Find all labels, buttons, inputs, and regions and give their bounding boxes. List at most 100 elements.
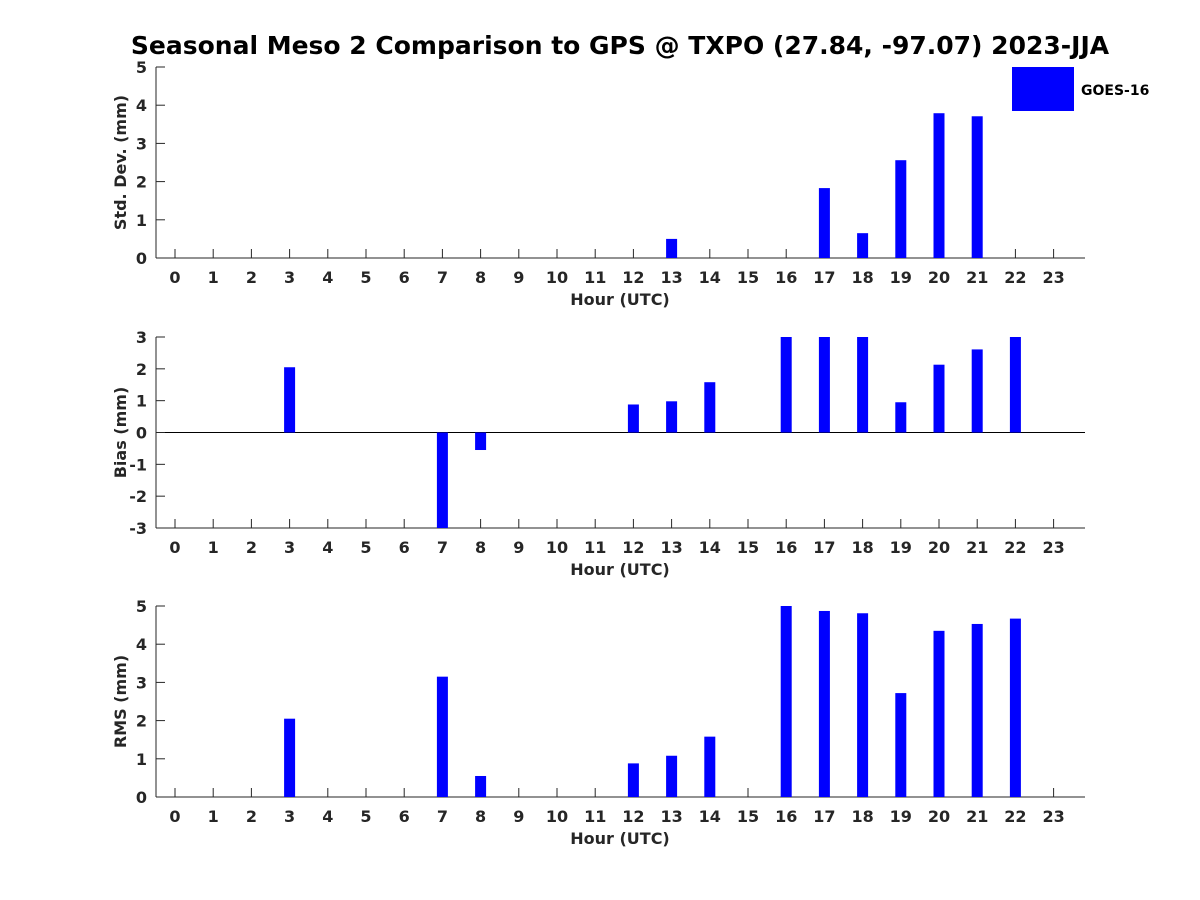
- bar-hour-20: [933, 113, 945, 258]
- x-tick-label: 17: [813, 538, 835, 557]
- x-tick-label: 21: [966, 268, 988, 287]
- x-tick-label: 9: [513, 538, 524, 557]
- bar-hour-13: [666, 755, 678, 797]
- x-tick-label: 6: [399, 807, 410, 826]
- x-tick-label: 12: [622, 538, 644, 557]
- x-axis-label: Hour (UTC): [570, 290, 670, 309]
- x-tick-label: 13: [660, 807, 682, 826]
- bar-hour-14: [704, 382, 716, 433]
- x-tick-label: 3: [284, 807, 295, 826]
- x-tick-label: 20: [928, 807, 950, 826]
- bar-hour-3: [284, 718, 296, 797]
- y-tick-label: 1: [136, 392, 147, 411]
- bar-hour-17: [818, 337, 830, 433]
- y-tick-label: 2: [136, 173, 147, 192]
- x-tick-label: 13: [660, 268, 682, 287]
- bar-hour-21: [971, 349, 983, 433]
- bar-hour-18: [857, 337, 869, 433]
- chart-title: Seasonal Meso 2 Comparison to GPS @ TXPO…: [131, 31, 1110, 60]
- x-tick-label: 8: [475, 268, 486, 287]
- x-tick-label: 18: [851, 538, 873, 557]
- x-tick-label: 10: [546, 807, 568, 826]
- x-tick-label: 12: [622, 268, 644, 287]
- x-tick-label: 15: [737, 807, 759, 826]
- bar-hour-17: [818, 610, 830, 797]
- bar-hour-12: [627, 763, 639, 797]
- x-tick-label: 10: [546, 538, 568, 557]
- x-tick-label: 18: [851, 268, 873, 287]
- x-tick-label: 6: [399, 538, 410, 557]
- bar-hour-3: [284, 367, 296, 433]
- bar-hour-16: [780, 337, 792, 433]
- bar-hour-20: [933, 630, 945, 797]
- bar-hour-8: [475, 432, 487, 451]
- x-tick-label: 4: [322, 538, 333, 557]
- x-tick-label: 5: [360, 268, 371, 287]
- x-tick-label: 19: [890, 268, 912, 287]
- bar-hour-19: [895, 693, 907, 797]
- x-tick-label: 4: [322, 807, 333, 826]
- x-tick-label: 4: [322, 268, 333, 287]
- y-axis-label: Std. Dev. (mm): [111, 95, 130, 230]
- x-tick-label: 2: [246, 807, 257, 826]
- x-tick-label: 2: [246, 538, 257, 557]
- bar-hour-22: [1009, 618, 1021, 797]
- x-tick-label: 14: [699, 268, 721, 287]
- bar-hour-20: [933, 364, 945, 433]
- x-tick-label: 1: [208, 538, 219, 557]
- y-tick-label: 4: [136, 635, 147, 654]
- y-tick-label: -1: [129, 455, 147, 474]
- x-tick-label: 16: [775, 538, 797, 557]
- bar-hour-14: [704, 736, 716, 797]
- x-tick-label: 17: [813, 268, 835, 287]
- bar-hour-19: [895, 160, 907, 258]
- x-tick-label: 0: [169, 807, 180, 826]
- y-axis-label: RMS (mm): [111, 655, 130, 748]
- x-tick-label: 3: [284, 268, 295, 287]
- y-tick-label: 0: [136, 424, 147, 443]
- bar-hour-17: [818, 188, 830, 258]
- bar-hour-8: [475, 775, 487, 797]
- x-tick-label: 19: [890, 538, 912, 557]
- x-tick-label: 0: [169, 538, 180, 557]
- bar-hour-21: [971, 116, 983, 258]
- bar-hour-7: [436, 432, 448, 528]
- bar-hour-13: [666, 401, 678, 433]
- x-tick-label: 8: [475, 807, 486, 826]
- x-tick-label: 8: [475, 538, 486, 557]
- x-tick-label: 11: [584, 268, 606, 287]
- bar-hour-22: [1009, 337, 1021, 433]
- y-tick-label: 0: [136, 788, 147, 807]
- x-tick-label: 7: [437, 538, 448, 557]
- x-tick-label: 16: [775, 807, 797, 826]
- y-tick-label: 3: [136, 673, 147, 692]
- bar-hour-18: [857, 613, 869, 797]
- y-tick-label: 1: [136, 211, 147, 230]
- x-tick-label: 11: [584, 807, 606, 826]
- x-tick-label: 0: [169, 268, 180, 287]
- x-tick-label: 2: [246, 268, 257, 287]
- x-tick-label: 9: [513, 268, 524, 287]
- y-tick-label: 5: [136, 58, 147, 77]
- x-tick-label: 23: [1042, 268, 1064, 287]
- y-tick-label: 5: [136, 597, 147, 616]
- x-tick-label: 5: [360, 538, 371, 557]
- x-axis-label: Hour (UTC): [570, 560, 670, 579]
- x-tick-label: 5: [360, 807, 371, 826]
- y-axis-label: Bias (mm): [111, 387, 130, 479]
- x-tick-label: 22: [1004, 538, 1026, 557]
- x-tick-label: 14: [699, 807, 721, 826]
- legend-label: GOES-16: [1081, 83, 1149, 99]
- bar-hour-19: [895, 402, 907, 433]
- x-tick-label: 3: [284, 538, 295, 557]
- x-tick-label: 7: [437, 268, 448, 287]
- bar-hour-12: [627, 404, 639, 433]
- legend-swatch: [1012, 67, 1074, 111]
- x-tick-label: 16: [775, 268, 797, 287]
- x-tick-label: 9: [513, 807, 524, 826]
- y-tick-label: 4: [136, 96, 147, 115]
- x-tick-label: 1: [208, 807, 219, 826]
